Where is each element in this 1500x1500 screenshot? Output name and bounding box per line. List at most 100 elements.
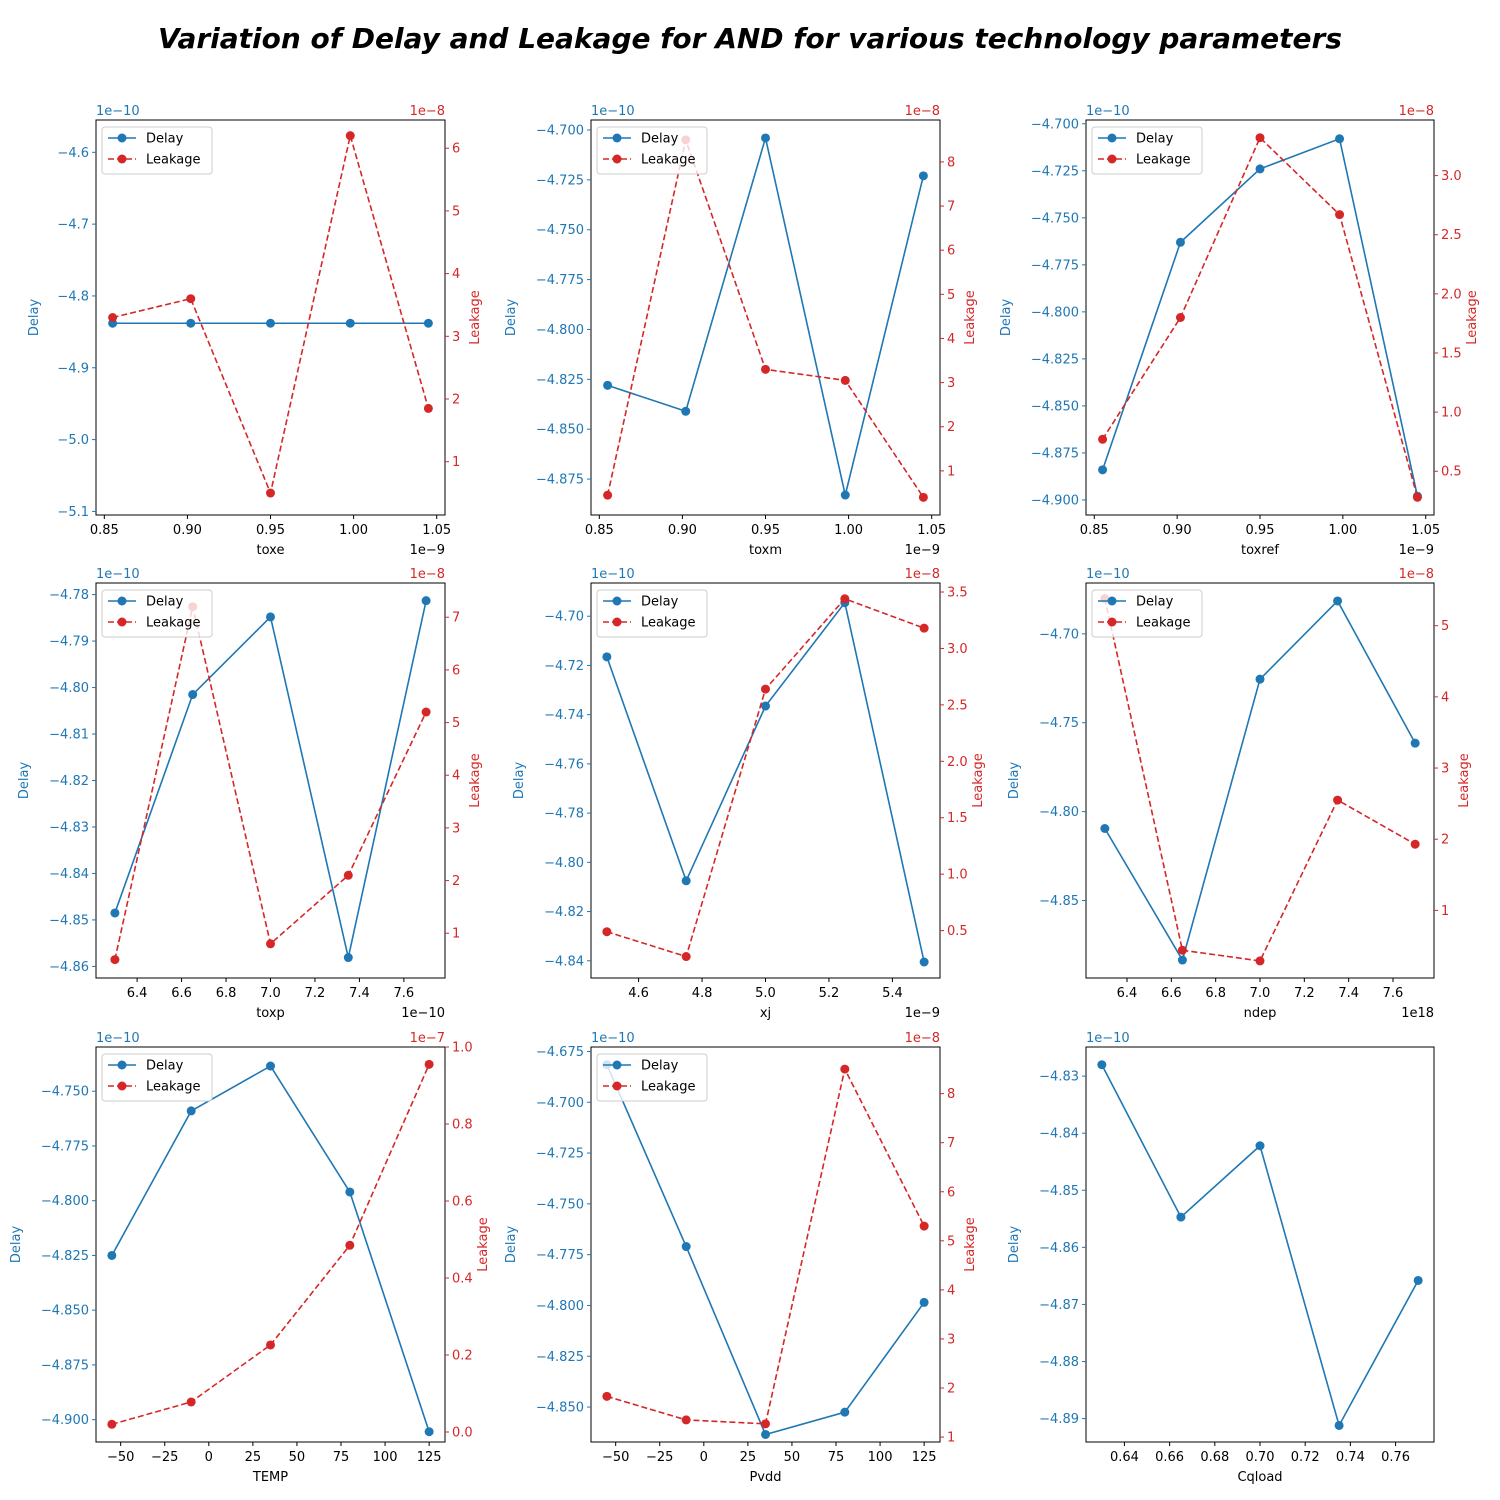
- x-tick-label: 0.68: [1200, 1450, 1229, 1465]
- data-point-delay: [761, 133, 770, 143]
- y-axis-label-right: Leakage: [963, 1217, 978, 1272]
- y-tick-label: −4.800: [41, 1194, 89, 1209]
- x-tick-label: 0.66: [1155, 1450, 1184, 1465]
- data-point-leakage: [919, 623, 929, 633]
- y2-tick-label: 1: [452, 927, 460, 942]
- y-tick-label: −4.83: [49, 820, 89, 835]
- data-point-delay: [840, 1407, 850, 1417]
- y-offset-label: 1e−10: [591, 104, 635, 119]
- plot-frame: [590, 119, 941, 516]
- y-tick-label: −4.825: [536, 1350, 584, 1365]
- y2-tick-label: 7: [947, 200, 955, 215]
- y-tick-label: −4.750: [536, 1197, 584, 1212]
- data-point-leakage: [840, 594, 850, 604]
- x-tick-label: 0.90: [668, 523, 697, 538]
- x-axis-label: toxref: [1241, 543, 1279, 558]
- y-tick-label: −4.850: [536, 1401, 584, 1416]
- y2-tick-label: 6: [947, 244, 955, 259]
- y-axis-label-left: Delay: [512, 762, 527, 800]
- x-axis-label: toxm: [749, 543, 782, 558]
- x-tick-label: 7.4: [349, 986, 370, 1001]
- data-point-delay: [761, 1429, 770, 1439]
- legend: Delay Leakage: [596, 126, 708, 175]
- x-tick-label: 1.05: [1411, 523, 1440, 538]
- y2-tick-label: 2.0: [1441, 287, 1462, 302]
- y2-tick-label: 5: [452, 204, 460, 219]
- data-point-delay: [1410, 738, 1420, 748]
- legend-marker-delay: [1107, 133, 1117, 143]
- legend: Delay Leakage: [1091, 589, 1203, 638]
- legend-marker-delay: [117, 133, 127, 143]
- data-point-delay: [343, 953, 353, 963]
- y2-tick-label: 3: [947, 1332, 955, 1347]
- y-tick-label: −4.875: [536, 473, 584, 488]
- legend: Delay Leakage: [1091, 126, 1203, 175]
- y-tick-label: −4.78: [544, 807, 584, 822]
- y2-tick-label: 1: [947, 464, 955, 479]
- legend-label-leakage: Leakage: [641, 616, 696, 631]
- plot-frame: [95, 1046, 446, 1443]
- legend-marker-leakage: [1107, 154, 1117, 164]
- data-point-leakage: [1098, 434, 1108, 444]
- y-tick-label: −4.850: [41, 1304, 89, 1319]
- plot-frame: [1085, 582, 1435, 979]
- y-tick-label: −4.80: [1039, 805, 1079, 820]
- subplot-toxm: 0.85 0.90 0.95 1.00 1.05 toxm 1e−9 −4.700 −4.725…: [504, 104, 978, 558]
- data-point-leakage: [345, 1240, 355, 1250]
- x-tick-label: 0.74: [1336, 1450, 1365, 1465]
- x-offset-label: 1e−9: [1399, 543, 1434, 558]
- x-tick-label: 0: [205, 1450, 213, 1465]
- x-tick-label: 75: [333, 1450, 350, 1465]
- y2-tick-label: 3: [1441, 762, 1449, 777]
- subplot-temp: −50 −25 0 25 50 75 100 125 TEMP −4.750 −4.775 −4.80…: [9, 1031, 491, 1485]
- y-tick-label: −4.80: [544, 856, 584, 871]
- y-tick-label: −4.700: [1031, 117, 1079, 132]
- series-line-leakage: [112, 135, 430, 496]
- x-tick-label: 25: [245, 1450, 262, 1465]
- x-tick-label: −50: [107, 1450, 134, 1465]
- x-tick-label: 4.8: [692, 986, 713, 1001]
- plot-frame: [1085, 1046, 1435, 1443]
- legend: Delay Leakage: [596, 1053, 708, 1102]
- x-tick-label: 5.0: [755, 986, 776, 1001]
- data-point-delay: [1100, 823, 1110, 833]
- y2-tick-label: 1.5: [947, 811, 968, 826]
- y2-offset-label: 1e−8: [410, 567, 445, 582]
- legend-marker-delay: [612, 1060, 622, 1070]
- y-tick-label: −5.1: [57, 505, 89, 520]
- y-axis-label-right: Leakage: [1457, 753, 1472, 808]
- x-tick-label: 1.00: [1328, 523, 1357, 538]
- x-offset-label: 1e−9: [905, 543, 940, 558]
- y-tick-label: −4.85: [49, 913, 89, 928]
- y-axis-label-left: Delay: [17, 762, 32, 800]
- y-tick-label: −4.800: [536, 1299, 584, 1314]
- y2-tick-label: 0.8: [452, 1117, 473, 1132]
- y2-tick-label: 1: [452, 455, 460, 470]
- y-axis-label-right: Leakage: [971, 753, 986, 808]
- data-point-leakage: [186, 294, 196, 304]
- y-offset-label: 1e−10: [591, 1031, 635, 1046]
- y-axis-label-left: Delay: [504, 299, 519, 337]
- subplot-toxp: 6.4 6.6 6.8 7.0 7.2 7.4 7.6 toxp 1e−10 −4.78 −4.79…: [17, 567, 483, 1021]
- data-point-delay: [110, 908, 120, 918]
- legend: Delay Leakage: [101, 589, 213, 638]
- y-tick-label: −4.875: [41, 1358, 89, 1373]
- y2-tick-label: 2: [452, 393, 460, 408]
- data-point-leakage: [110, 955, 120, 965]
- y2-tick-label: 3.0: [947, 642, 968, 657]
- y2-offset-label: 1e−8: [905, 1031, 940, 1046]
- x-tick-label: 1.05: [422, 523, 451, 538]
- legend: Delay Leakage: [101, 126, 213, 175]
- data-point-leakage: [681, 952, 691, 962]
- y-tick-label: −4.83: [1039, 1070, 1079, 1085]
- y2-tick-label: 0.2: [452, 1348, 473, 1363]
- data-point-delay: [1334, 1420, 1344, 1430]
- y2-offset-label: 1e−8: [1399, 567, 1434, 582]
- y2-tick-label: 1.5: [1441, 346, 1462, 361]
- data-point-leakage: [1410, 839, 1420, 849]
- y-axis-label-left: Delay: [27, 299, 42, 337]
- data-point-delay: [602, 652, 612, 662]
- data-point-leakage: [602, 1391, 612, 1401]
- series-line-delay: [607, 137, 925, 496]
